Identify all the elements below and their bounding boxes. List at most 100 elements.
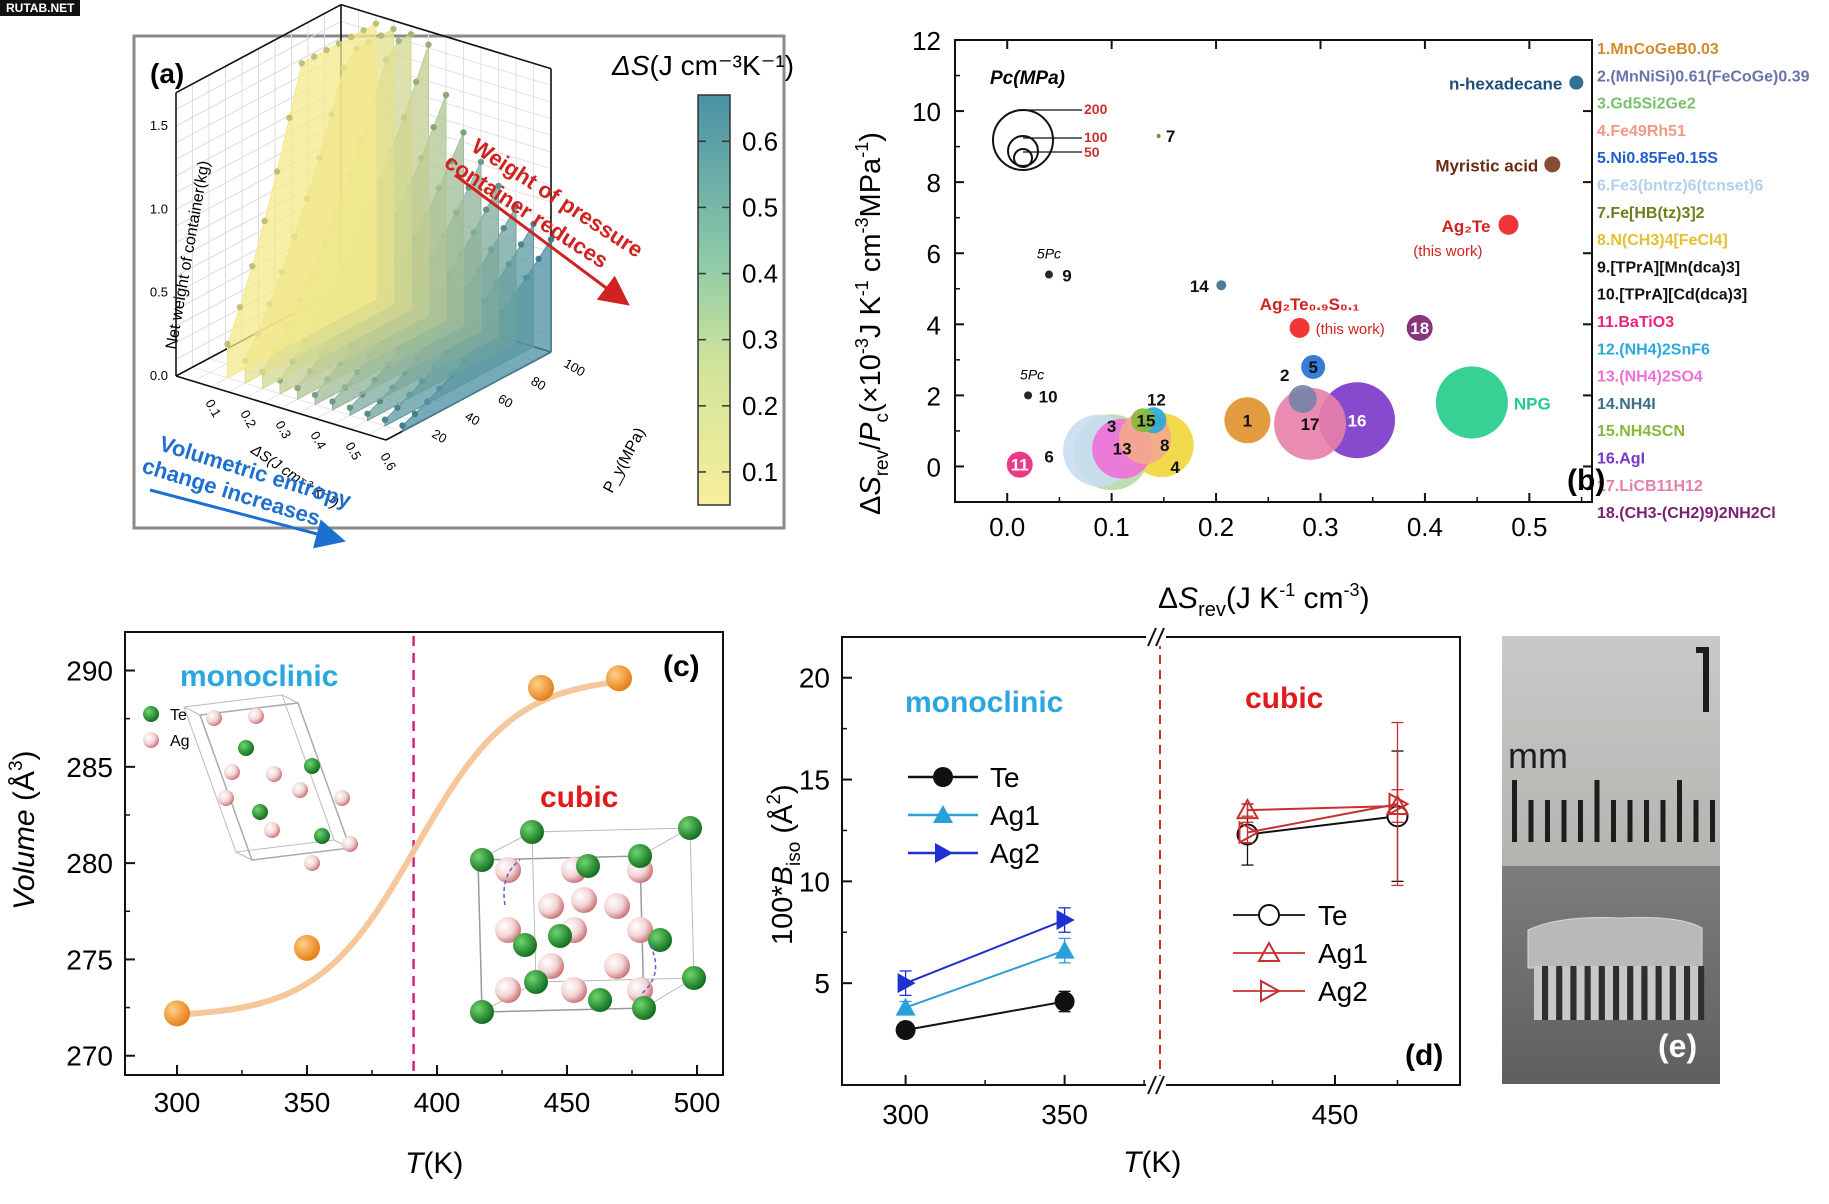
weight-point xyxy=(512,203,520,210)
legend-label: Ag1 xyxy=(1318,938,1368,969)
weight-point xyxy=(224,340,231,348)
panel-d-ticks: 300 350 450 5 10 15 20 xyxy=(799,663,1399,1130)
x-tick-label: 300 xyxy=(882,1099,929,1130)
point-label: 11 xyxy=(1011,456,1029,475)
ruler-tick xyxy=(1644,800,1649,842)
ruler-tick xyxy=(1578,800,1583,842)
point-15 xyxy=(1130,408,1155,433)
y-tick-label: 5 xyxy=(814,968,830,999)
ag-atom xyxy=(206,710,222,726)
weight-point xyxy=(547,236,555,243)
x-tick-label: 0.1 xyxy=(1094,512,1130,542)
panel-c-points xyxy=(164,665,632,1027)
legend-entry: 9.[TPrA][Mn(dca)3] xyxy=(1597,259,1740,276)
y-tick-label: 6 xyxy=(927,239,941,269)
point-label: 14 xyxy=(1190,277,1209,296)
point-2 xyxy=(1288,384,1317,413)
y-tick-label: 2 xyxy=(927,381,941,411)
weight-point xyxy=(294,384,301,392)
legend-entry: 15.NH4SCN xyxy=(1597,423,1685,440)
point-label: 17 xyxy=(1301,415,1320,434)
volume-point xyxy=(164,1000,190,1027)
te-atom xyxy=(548,924,572,948)
ruler-tick xyxy=(1545,800,1550,842)
sample-gap xyxy=(1698,966,1705,1020)
point-Myristic acid xyxy=(1544,156,1561,173)
ruler-tick xyxy=(1660,800,1666,842)
weight-point xyxy=(477,158,485,166)
ag-atom xyxy=(264,822,280,838)
weight-point xyxy=(517,241,525,248)
te-atom xyxy=(470,1000,494,1024)
panel-a: 0.00.51.01.50.1 0.2 0.3 0.4 0.5 0.62040608010… xyxy=(132,3,794,549)
marker-circle-open xyxy=(1258,904,1280,926)
mono-frame xyxy=(281,694,299,704)
panel-b-xlabel: ΔSrev(J K-1 cm-3) xyxy=(1158,580,1370,621)
point-label: 1 xyxy=(1243,411,1252,430)
y-tick-label: 275 xyxy=(66,944,113,975)
ag-atom xyxy=(604,893,630,919)
ruler-tick xyxy=(1561,800,1567,842)
legend-entry: 1.MnCoGeB0.03 xyxy=(1597,41,1719,58)
y-tick-label: 270 xyxy=(66,1041,113,1072)
size-legend-title: Pc(MPa) xyxy=(990,68,1065,89)
box-edge xyxy=(175,3,342,94)
weight-point xyxy=(335,40,343,47)
ruler-tick xyxy=(1594,780,1600,842)
sample-tooth xyxy=(1548,966,1557,1020)
ag-atom xyxy=(495,977,521,1003)
panel-d-ylabel: 100*Biso (Å2) xyxy=(764,784,805,945)
marker-triangle-right xyxy=(1056,910,1075,931)
weight-point xyxy=(261,217,268,225)
x-tick-label: 450 xyxy=(544,1087,591,1118)
y-tick-label: 10 xyxy=(912,97,941,127)
colorbar-ticks: 0.1 0.2 0.3 0.4 0.5 0.6 xyxy=(742,126,778,487)
te-atom xyxy=(314,828,330,844)
x-tick-label: 300 xyxy=(154,1087,201,1118)
x-tick-label: 0.4 xyxy=(1407,512,1443,542)
point-label: 16 xyxy=(1348,411,1367,430)
atom-legend-ag: Ag xyxy=(170,733,190,750)
this-work-2: (this work) xyxy=(1316,321,1385,338)
x-tick-label: 0.3 xyxy=(1302,512,1338,542)
point-1 xyxy=(1224,397,1271,444)
point-18 xyxy=(1406,314,1433,341)
ag-atom xyxy=(342,836,358,852)
panel-d-cubic-label: cubic xyxy=(1245,682,1323,715)
z-tick: 1.5 xyxy=(150,118,168,133)
weight-point xyxy=(411,410,419,418)
watermark: RUTAB.NET xyxy=(0,0,81,16)
legend-entry: 16.AgI xyxy=(1597,451,1645,468)
weight-point xyxy=(346,404,354,411)
y-tick: 40 xyxy=(463,408,483,428)
ruler-tick xyxy=(1611,800,1616,842)
sample-tooth xyxy=(1661,966,1670,1020)
y-tick-label: 8 xyxy=(927,168,941,198)
marker-triangle-up xyxy=(895,997,916,1016)
marker-triangle-up xyxy=(1054,940,1075,959)
point-label: 7 xyxy=(1166,127,1175,146)
legend-entry: 10.[TPrA][Cd(dca)3] xyxy=(1597,287,1747,304)
z-tick: 0.5 xyxy=(150,285,168,300)
y-tick-label: 10 xyxy=(799,866,830,897)
named-point-label: Myristic acid xyxy=(1435,156,1538,175)
panel-b-label: (b) xyxy=(1567,464,1605,497)
sample-comb xyxy=(1527,916,1705,1020)
legend-entry: 17.LiCB11H12 xyxy=(1597,478,1703,495)
sample-tooth xyxy=(1605,966,1613,1020)
named-point-label: n-hexadecane xyxy=(1449,75,1562,94)
sample-gap xyxy=(1655,966,1662,1020)
grid-line xyxy=(175,20,342,110)
sample-tooth xyxy=(1676,966,1684,1020)
colorbar-tick-label: 0.1 xyxy=(742,457,778,487)
cubic-cell xyxy=(470,816,706,1024)
weight-point xyxy=(249,263,256,270)
legend-entry: 8.N(CH3)4[FeCl4] xyxy=(1597,232,1728,249)
migration-path xyxy=(639,944,657,996)
point-label: 2 xyxy=(1280,366,1289,385)
weight-point xyxy=(390,25,397,33)
weight-point xyxy=(442,91,450,99)
legend-label: Ag2 xyxy=(1318,976,1368,1007)
mono-frame xyxy=(235,851,253,861)
